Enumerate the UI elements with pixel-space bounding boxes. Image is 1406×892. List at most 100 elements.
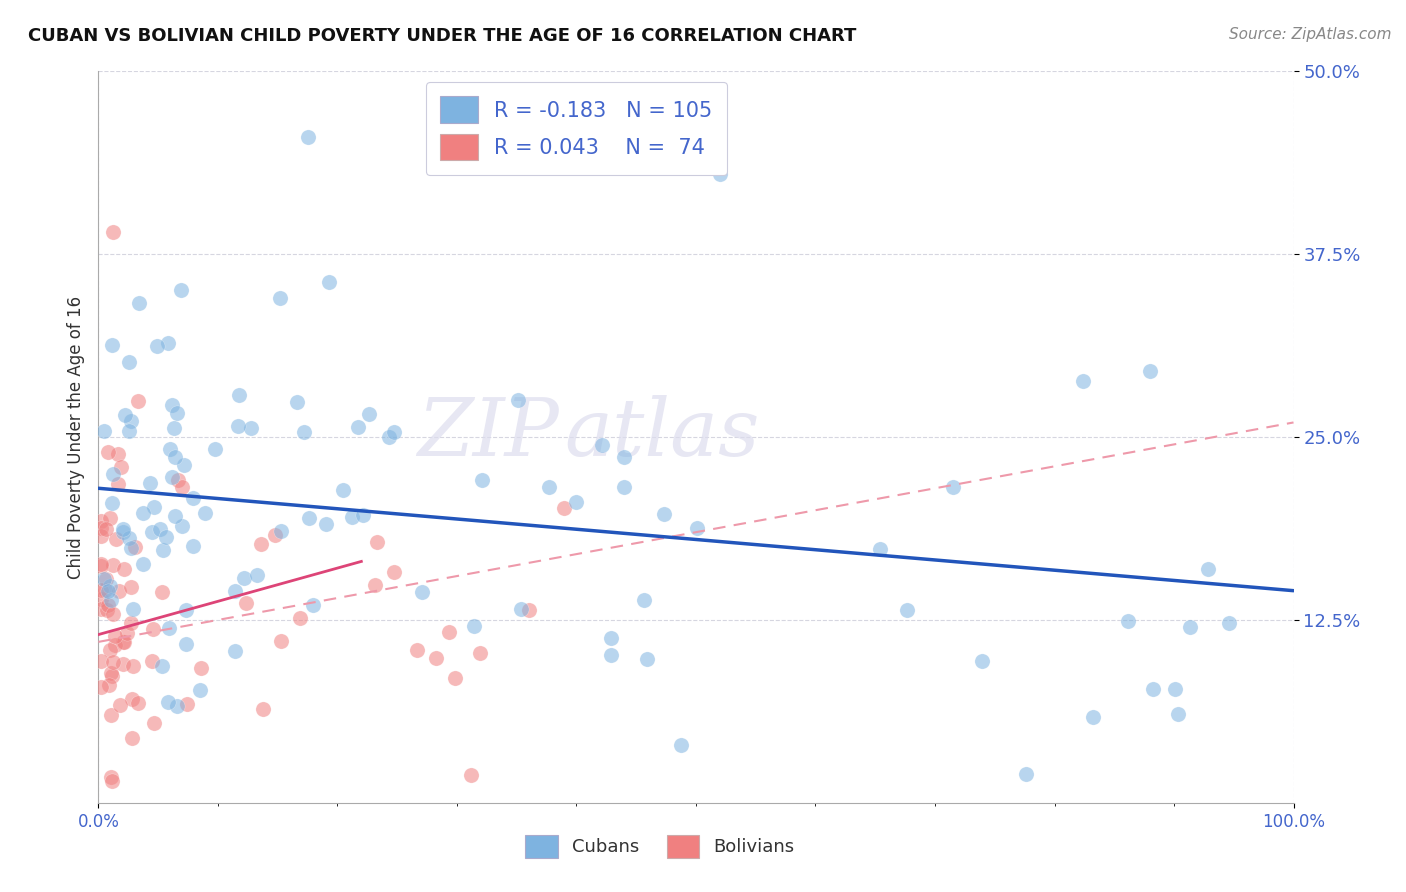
Point bbox=[444, 671, 467, 685]
Point bbox=[103, 558, 125, 572]
Point bbox=[93, 425, 115, 439]
Point bbox=[90, 558, 112, 573]
Point bbox=[240, 421, 263, 435]
Point bbox=[90, 654, 112, 668]
Point bbox=[633, 592, 655, 607]
Point bbox=[118, 355, 141, 369]
Point bbox=[709, 167, 731, 181]
Point bbox=[204, 442, 226, 456]
Point bbox=[157, 622, 180, 636]
Point bbox=[122, 658, 145, 673]
Point bbox=[288, 611, 311, 625]
Point bbox=[110, 459, 132, 474]
Point bbox=[463, 618, 485, 632]
Point bbox=[166, 406, 188, 420]
Point bbox=[111, 522, 134, 536]
Point bbox=[270, 634, 292, 648]
Point bbox=[468, 646, 491, 660]
Point bbox=[166, 699, 188, 714]
Point bbox=[90, 558, 112, 572]
Point bbox=[378, 430, 401, 444]
Point bbox=[149, 522, 172, 536]
Point bbox=[120, 580, 142, 594]
Point bbox=[509, 602, 531, 616]
Point bbox=[107, 476, 129, 491]
Text: Source: ZipAtlas.com: Source: ZipAtlas.com bbox=[1229, 27, 1392, 42]
Point bbox=[460, 768, 482, 782]
Point bbox=[100, 707, 122, 722]
Point bbox=[90, 680, 112, 694]
Point bbox=[942, 480, 965, 494]
Point bbox=[1180, 620, 1202, 634]
Point bbox=[347, 419, 370, 434]
Point bbox=[173, 458, 195, 472]
Point bbox=[98, 678, 121, 692]
Point bbox=[297, 130, 319, 145]
Point bbox=[163, 421, 186, 435]
Point bbox=[117, 425, 139, 439]
Point bbox=[97, 584, 120, 599]
Point bbox=[269, 291, 291, 305]
Point bbox=[437, 625, 460, 640]
Point bbox=[340, 509, 363, 524]
Point bbox=[970, 654, 993, 668]
Point bbox=[127, 393, 149, 408]
Point bbox=[101, 656, 124, 670]
Point bbox=[90, 521, 112, 535]
Point bbox=[636, 652, 658, 666]
Point bbox=[1218, 616, 1240, 631]
Point bbox=[896, 603, 918, 617]
Point bbox=[90, 529, 112, 543]
Point bbox=[108, 583, 131, 598]
Point bbox=[226, 418, 249, 433]
Point bbox=[298, 510, 321, 524]
Point bbox=[156, 695, 179, 709]
Point bbox=[246, 568, 269, 582]
Point bbox=[104, 639, 127, 653]
Point bbox=[249, 537, 271, 551]
Point bbox=[90, 601, 112, 615]
Point bbox=[302, 599, 325, 613]
Point bbox=[141, 524, 163, 539]
Point bbox=[332, 483, 354, 497]
Point bbox=[517, 602, 540, 616]
Point bbox=[163, 450, 186, 465]
Point bbox=[100, 338, 122, 352]
Point bbox=[174, 603, 197, 617]
Point bbox=[359, 407, 381, 421]
Point bbox=[364, 578, 387, 592]
Point bbox=[165, 508, 187, 523]
Text: atlas: atlas bbox=[565, 394, 759, 472]
Point bbox=[103, 607, 125, 621]
Point bbox=[613, 480, 636, 494]
Point bbox=[93, 572, 115, 586]
Point bbox=[111, 657, 134, 672]
Point bbox=[90, 514, 112, 528]
Point bbox=[159, 442, 181, 456]
Point bbox=[132, 558, 155, 572]
Point bbox=[138, 476, 160, 491]
Point bbox=[141, 654, 163, 668]
Point bbox=[654, 507, 676, 521]
Point bbox=[366, 535, 388, 549]
Point bbox=[1083, 710, 1105, 724]
Point bbox=[270, 524, 292, 539]
Point bbox=[142, 623, 165, 637]
Point bbox=[96, 572, 118, 586]
Point bbox=[471, 473, 494, 487]
Point bbox=[352, 508, 374, 522]
Point bbox=[111, 634, 134, 648]
Text: CUBAN VS BOLIVIAN CHILD POVERTY UNDER THE AGE OF 16 CORRELATION CHART: CUBAN VS BOLIVIAN CHILD POVERTY UNDER TH… bbox=[28, 27, 856, 45]
Point bbox=[1071, 374, 1094, 388]
Text: ZIP: ZIP bbox=[416, 394, 558, 472]
Point bbox=[101, 774, 124, 789]
Point bbox=[112, 524, 135, 539]
Point bbox=[94, 521, 117, 535]
Point bbox=[235, 596, 257, 610]
Point bbox=[686, 520, 709, 534]
Point bbox=[122, 602, 145, 616]
Point bbox=[121, 691, 143, 706]
Point bbox=[100, 592, 122, 607]
Point bbox=[120, 414, 142, 428]
Point bbox=[176, 636, 198, 650]
